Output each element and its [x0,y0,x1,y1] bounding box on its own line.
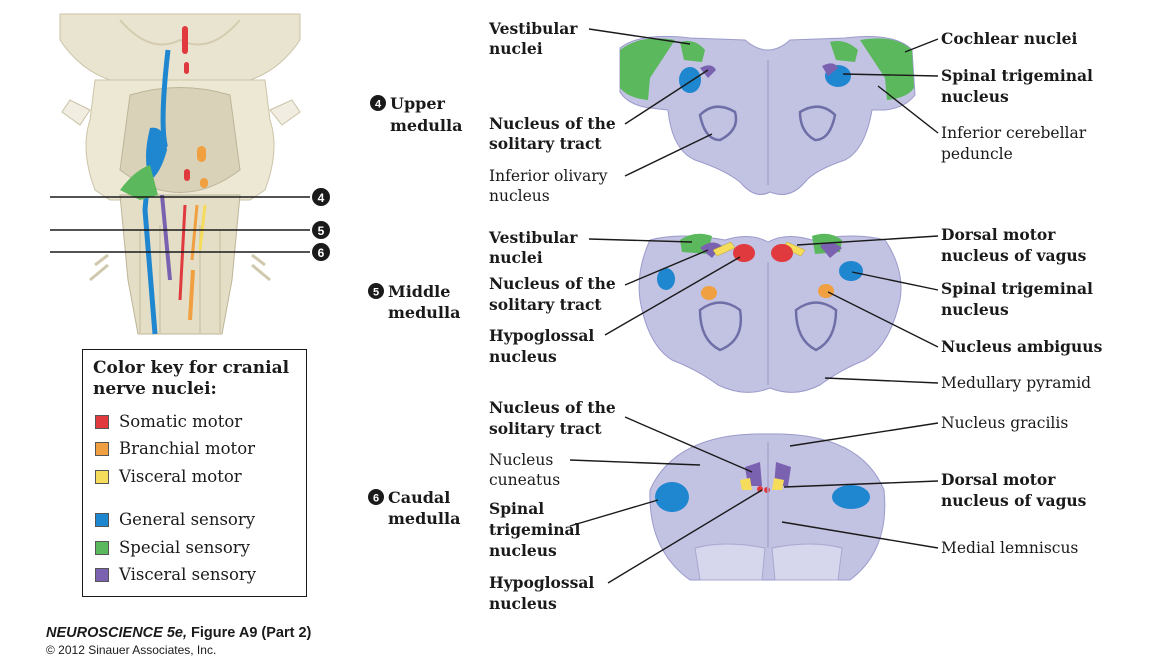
svg-text:Spinal trigeminal: Spinal trigeminal [941,66,1093,85]
svg-text:nucleus of vagus: nucleus of vagus [941,246,1087,265]
credit-copyright: © 2012 Sinauer Associates, Inc. [46,643,217,657]
svg-text:nuclei: nuclei [489,39,543,58]
svg-text:Medullary pyramid: Medullary pyramid [941,374,1091,392]
swatch-somatic-motor [95,414,109,429]
section-lines: 4 5 6 [50,188,330,261]
svg-text:4: 4 [375,99,382,111]
middle-medulla-section [638,233,902,393]
credit-figure: Figure A9 (Part 2) [191,625,312,641]
svg-text:medulla: medulla [388,509,460,528]
svg-text:medulla: medulla [390,116,462,135]
svg-text:Inferior cerebellar: Inferior cerebellar [941,124,1087,142]
svg-text:Cochlear nuclei: Cochlear nuclei [941,29,1077,48]
svg-text:Vestibular: Vestibular [488,228,578,247]
svg-text:Middle: Middle [388,282,450,301]
caudal-medulla-labels: Nucleus of the solitary tract Nucleus cu… [489,398,1087,613]
svg-text:peduncle: peduncle [941,145,1013,163]
section-marker-5: 5 [312,221,330,239]
svg-text:cuneatus: cuneatus [489,471,560,489]
svg-text:Inferior olivary: Inferior olivary [489,167,608,185]
key-item-visceral-motor: Visceral motor [95,467,242,486]
key-item-special-sensory: Special sensory [95,538,250,557]
svg-text:Vestibular: Vestibular [488,19,578,38]
swatch-visceral-sensory [95,567,109,582]
svg-text:Nucleus gracilis: Nucleus gracilis [941,414,1068,432]
svg-text:6: 6 [318,246,325,260]
swatch-special-sensory [95,540,109,555]
svg-text:Hypoglossal: Hypoglossal [489,573,594,592]
key-item-general-sensory: General sensory [95,510,255,529]
section-title-upper: 4 Upper medulla [370,94,462,135]
svg-text:nucleus: nucleus [489,594,557,613]
svg-text:nucleus of vagus: nucleus of vagus [941,491,1087,510]
svg-text:solitary tract: solitary tract [489,419,602,438]
svg-text:Nucleus of the: Nucleus of the [489,398,616,417]
svg-text:5: 5 [318,224,325,238]
svg-text:nucleus: nucleus [489,541,557,560]
upper-medulla-section [619,35,916,195]
svg-text:Nucleus of the: Nucleus of the [489,274,616,293]
key-item-somatic-motor: Somatic motor [95,412,242,431]
swatch-general-sensory [95,512,109,527]
svg-text:Upper: Upper [390,94,446,113]
svg-text:nuclei: nuclei [489,248,543,267]
svg-text:medulla: medulla [388,303,460,322]
svg-text:nucleus: nucleus [489,187,550,205]
section-marker-6: 6 [312,243,330,261]
svg-text:Nucleus of the: Nucleus of the [489,114,616,133]
svg-text:Nucleus ambiguus: Nucleus ambiguus [941,337,1103,356]
swatch-visceral-motor [95,469,109,484]
svg-text:Nucleus: Nucleus [489,451,553,469]
svg-text:Caudal: Caudal [388,488,450,507]
svg-text:solitary tract: solitary tract [489,134,602,153]
svg-text:Spinal trigeminal: Spinal trigeminal [941,279,1093,298]
svg-text:nucleus: nucleus [941,300,1009,319]
svg-text:Medial lemniscus: Medial lemniscus [941,539,1078,557]
svg-text:6: 6 [373,493,379,505]
svg-text:solitary tract: solitary tract [489,295,602,314]
section-title-middle: 5 Middle medulla [368,282,460,322]
svg-text:trigeminal: trigeminal [489,520,581,539]
section-title-caudal: 6 Caudal medulla [368,488,460,528]
credit-book: NEUROSCIENCE 5e, [46,625,188,641]
svg-text:nucleus: nucleus [489,347,557,366]
brainstem-illustration [50,13,310,335]
color-key-title: Color key for cranial nerve nuclei: [93,358,290,399]
section-marker-4: 4 [312,188,330,206]
swatch-branchial-motor [95,441,109,456]
svg-text:Spinal: Spinal [489,499,544,518]
key-item-visceral-sensory: Visceral sensory [95,565,256,584]
svg-text:Hypoglossal: Hypoglossal [489,326,594,345]
color-key: Color key for cranial nerve nuclei: Soma… [82,349,307,597]
svg-text:Dorsal motor: Dorsal motor [941,225,1056,244]
figure-credit: NEUROSCIENCE 5e, Figure A9 (Part 2) © 20… [46,625,311,657]
middle-medulla-labels: Vestibular nuclei Nucleus of the solitar… [488,225,1103,392]
svg-text:5: 5 [373,287,379,299]
caudal-medulla-section [649,433,886,581]
svg-text:nucleus: nucleus [941,87,1009,106]
key-item-branchial-motor: Branchial motor [95,439,255,458]
svg-text:Dorsal motor: Dorsal motor [941,470,1056,489]
upper-medulla-labels: Vestibular nuclei Nucleus of the solitar… [488,19,1093,205]
svg-text:4: 4 [318,191,325,205]
